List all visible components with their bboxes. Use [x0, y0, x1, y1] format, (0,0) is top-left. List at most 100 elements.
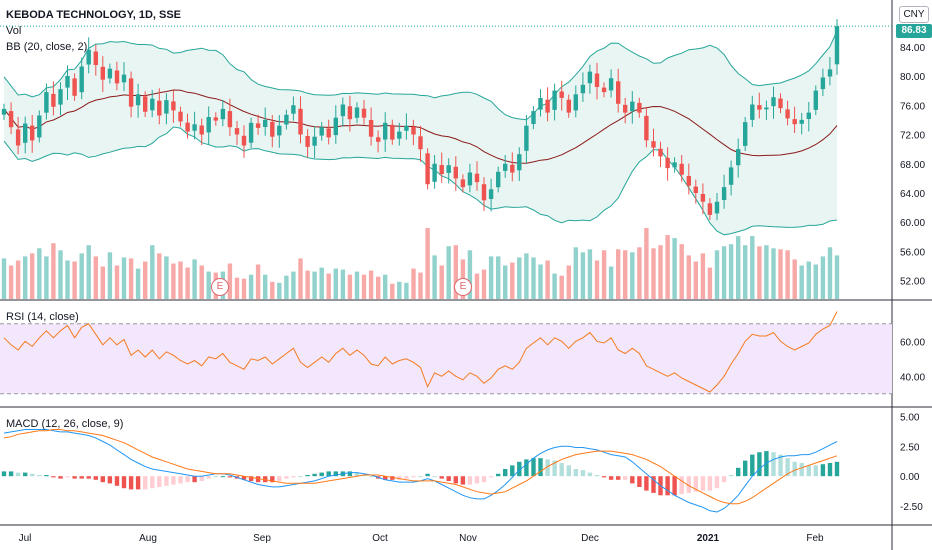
last-price-tag: 86.83 [896, 24, 932, 38]
candle-body [79, 66, 84, 93]
candle-body [404, 125, 409, 131]
candle-body [15, 129, 21, 146]
volume-bar [736, 236, 741, 299]
macd-histogram-bar [114, 476, 120, 486]
macd-histogram-bar [608, 476, 614, 480]
volume-bar [143, 261, 148, 299]
macd-histogram-bar [30, 473, 35, 477]
candle-body [700, 194, 706, 202]
volume-bar [743, 245, 748, 299]
volume-bar [700, 253, 706, 299]
macd-histogram-bar [206, 476, 211, 479]
bollinger-bands-label[interactable]: BB (20, close, 2) [6, 41, 88, 53]
macd-histogram-bar [757, 452, 762, 477]
candle-body [601, 87, 607, 93]
price-axis-label: 76.00 [900, 101, 925, 112]
candle-body [573, 94, 578, 111]
time-axis-label: Nov [459, 533, 477, 544]
macd-indicator-label[interactable]: MACD (12, 26, close, 9) [6, 418, 124, 430]
volume-bar [411, 268, 416, 299]
volume-bar [453, 245, 458, 299]
volume-bar [693, 261, 698, 299]
volume-bar [799, 265, 804, 299]
volume-bar [263, 274, 268, 299]
candle-body [248, 122, 254, 143]
candle-body [566, 99, 571, 113]
volume-bar [785, 250, 790, 299]
macd-histogram-bar [771, 452, 776, 477]
candle-body [693, 186, 698, 193]
candle-body [637, 102, 642, 113]
candle-body [474, 173, 480, 183]
volume-bar [481, 269, 487, 299]
candle-body [227, 111, 233, 128]
time-axis-label: Sep [253, 533, 271, 544]
candle-body [284, 114, 289, 125]
macd-histogram-bar [305, 475, 310, 477]
volume-bar [121, 257, 127, 299]
macd-axis-label: -2.50 [900, 502, 923, 513]
volume-bar [376, 276, 381, 299]
volume-bar [580, 252, 586, 299]
rsi-indicator-label[interactable]: RSI (14, close) [6, 311, 79, 323]
currency-button[interactable]: CNY [899, 6, 929, 23]
volume-bar [368, 270, 374, 299]
volume-bar [354, 271, 360, 299]
volume-bar [135, 268, 141, 299]
macd-histogram-bar [418, 476, 423, 478]
volume-bar [86, 245, 91, 299]
volume-indicator-label[interactable]: Vol [6, 25, 22, 37]
macd-histogram-bar [714, 476, 720, 489]
volume-bar [679, 244, 684, 299]
rsi-axis-label: 40.00 [900, 372, 925, 383]
volume-bar [185, 267, 190, 299]
macd-histogram-bar [587, 472, 593, 477]
candle-body [616, 81, 621, 104]
earnings-marker[interactable]: E [211, 278, 229, 296]
macd-histogram-bar [298, 476, 303, 478]
volume-bar [270, 281, 275, 299]
macd-histogram-bar [616, 476, 621, 480]
volume-bar [623, 250, 628, 299]
macd-histogram-bar [135, 476, 141, 490]
candle-body [376, 137, 381, 142]
time-axis-label: Oct [372, 533, 388, 544]
volume-bar [665, 235, 670, 299]
macd-histogram-bar [390, 476, 395, 480]
candle-body [728, 167, 734, 185]
macd-histogram-bar [192, 476, 197, 483]
candle-body [552, 90, 557, 110]
candle-body [672, 162, 677, 168]
candle-body [594, 73, 600, 87]
volume-bar [813, 264, 818, 299]
earnings-marker[interactable]: E [454, 278, 472, 296]
candle-body [234, 128, 240, 135]
candle-body [178, 111, 183, 122]
volume-bar [728, 244, 734, 299]
candle-body [467, 172, 473, 186]
price-axis-label: 60.00 [900, 218, 925, 229]
macd-axis-label: 2.50 [900, 442, 920, 453]
candle-body [23, 123, 28, 143]
volume-bar [404, 282, 409, 299]
macd-histogram-bar [277, 476, 282, 481]
macd-histogram-bar [319, 472, 324, 477]
macd-histogram-bar [37, 475, 42, 477]
volume-bar [594, 260, 600, 299]
macd-histogram-bar [721, 476, 727, 483]
candle-body [37, 115, 42, 138]
volume-bar [326, 273, 331, 299]
macd-histogram-bar [813, 465, 818, 477]
macd-histogram-bar [291, 476, 296, 478]
macd-histogram-bar [806, 465, 811, 477]
volume-bar [390, 283, 395, 299]
volume-bar [44, 256, 49, 299]
volume-bar [347, 274, 353, 299]
macd-line [3, 429, 838, 513]
volume-bar [750, 236, 755, 299]
volume-bar [79, 253, 84, 299]
volume-bar [397, 281, 402, 299]
candle-body [813, 90, 818, 110]
candle-body [157, 100, 162, 116]
